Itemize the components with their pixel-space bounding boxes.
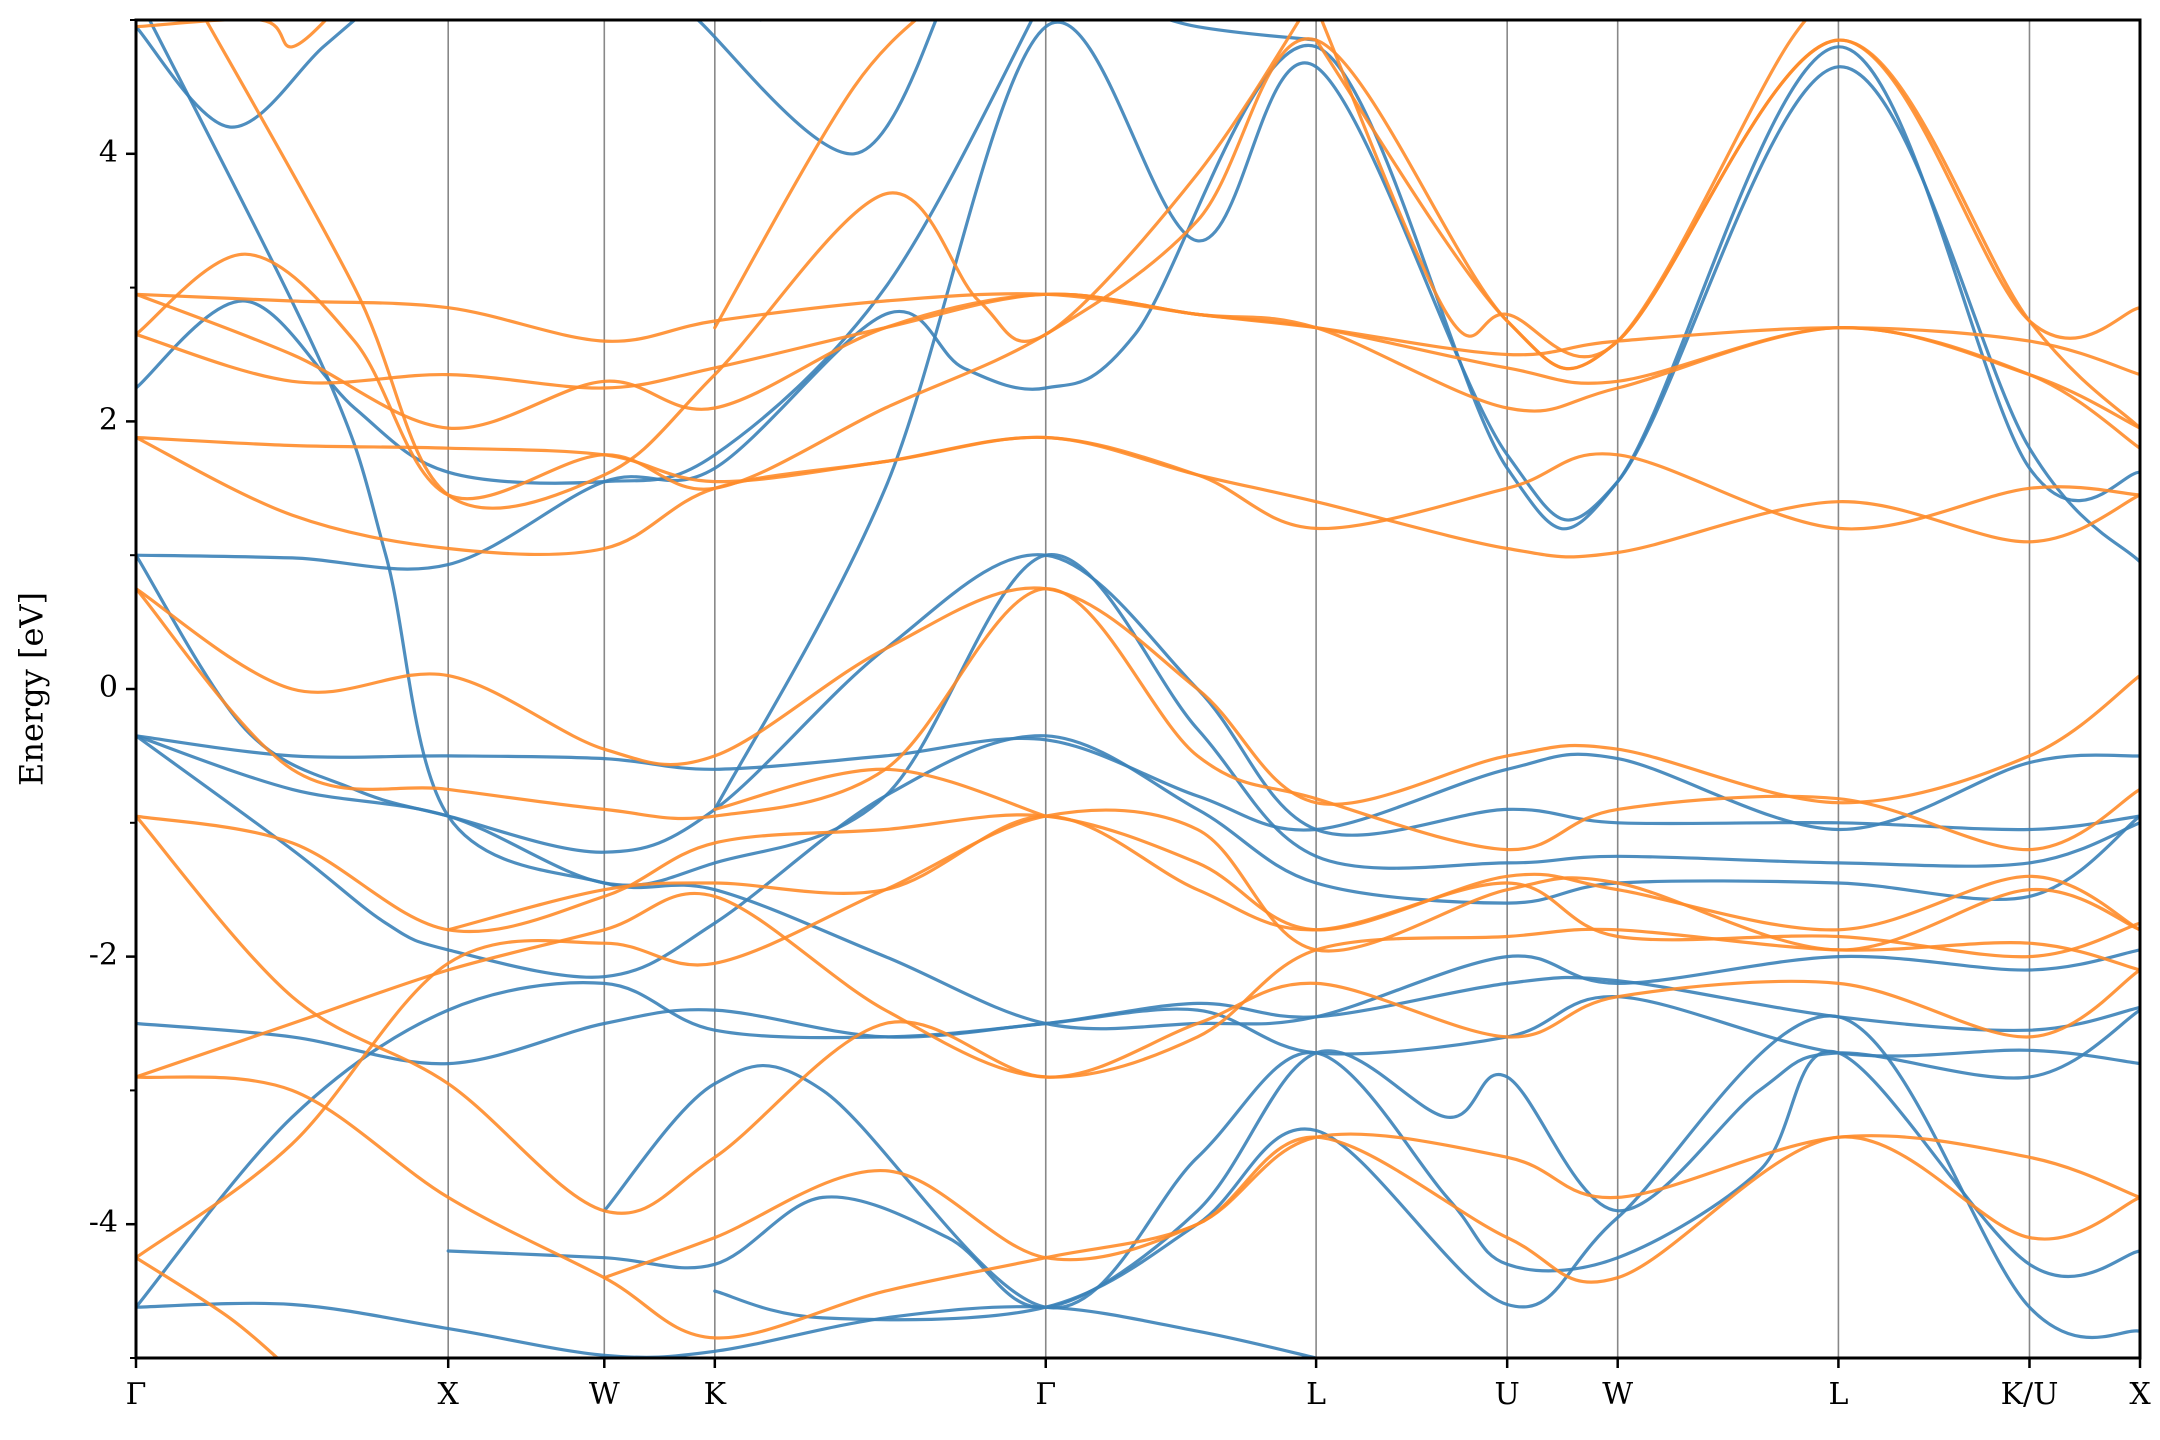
y-tick-label: -4 (89, 1205, 118, 1240)
band-line (602, 1135, 2140, 1284)
band-line (147, 20, 2140, 1031)
x-tick-label: Γ (126, 1377, 147, 1412)
band-line (136, 20, 358, 129)
band-line (136, 808, 2140, 1260)
band-line (758, 20, 1318, 42)
band-line (136, 292, 2140, 450)
band-lines (136, 20, 2140, 1358)
y-tick-label: 0 (99, 670, 118, 705)
series-orange (136, 20, 2140, 1358)
x-tick-label: K/U (2001, 1377, 2059, 1412)
y-tick-label: 4 (99, 135, 118, 170)
band-line (136, 37, 2140, 501)
band-line (136, 43, 2140, 571)
y-tick-label: -2 (89, 938, 118, 973)
band-line (136, 1256, 280, 1358)
band-line (136, 813, 2140, 934)
band-line (713, 767, 1048, 818)
band-line (136, 891, 2140, 1079)
band-line (136, 292, 2140, 430)
band-line (204, 20, 1302, 510)
band-line (446, 1008, 2140, 1309)
band-line (1314, 38, 2140, 430)
y-axis: -4 -2 0 2 4 (89, 19, 136, 1359)
x-tick-label: U (1495, 1377, 1520, 1412)
band-line (446, 814, 2140, 959)
band-line (696, 20, 938, 156)
band-line (136, 1301, 1318, 1358)
y-tick-label: 2 (99, 402, 118, 437)
x-tick-label: W (589, 1377, 620, 1412)
plot-frame (134, 18, 2142, 1360)
x-tick-label: K (704, 1377, 727, 1412)
band-line (136, 1075, 2140, 1340)
band-line (136, 20, 1034, 485)
x-axis: Γ X W K Γ L U W L K/U X (126, 1358, 2151, 1412)
x-tick-label: L (1306, 1377, 1326, 1412)
band-line (713, 20, 2140, 811)
x-tick-label: X (438, 1377, 460, 1412)
x-tick-label: W (1602, 1377, 1633, 1412)
band-line (136, 435, 2140, 531)
band-line (136, 20, 328, 49)
band-line (136, 292, 2140, 377)
band-line (136, 553, 2140, 854)
band-line (136, 586, 2140, 806)
y-axis-title: Energy [eV] (13, 592, 51, 786)
band-line (136, 587, 2140, 852)
kpoint-lines (447, 20, 2031, 1358)
band-line (602, 1049, 2140, 1310)
band-line (136, 995, 2140, 1066)
band-line (136, 553, 2140, 887)
band-line (713, 20, 918, 330)
series-blue (136, 20, 2140, 1358)
band-line (136, 435, 2140, 559)
x-tick-label: Γ (1035, 1377, 1056, 1412)
band-line (136, 734, 2140, 979)
x-tick-label: L (1828, 1377, 1848, 1412)
x-tick-label: X (2129, 1377, 2151, 1412)
band-line (136, 734, 2140, 832)
band-line (1319, 20, 1808, 359)
band-line (713, 1014, 2140, 1340)
